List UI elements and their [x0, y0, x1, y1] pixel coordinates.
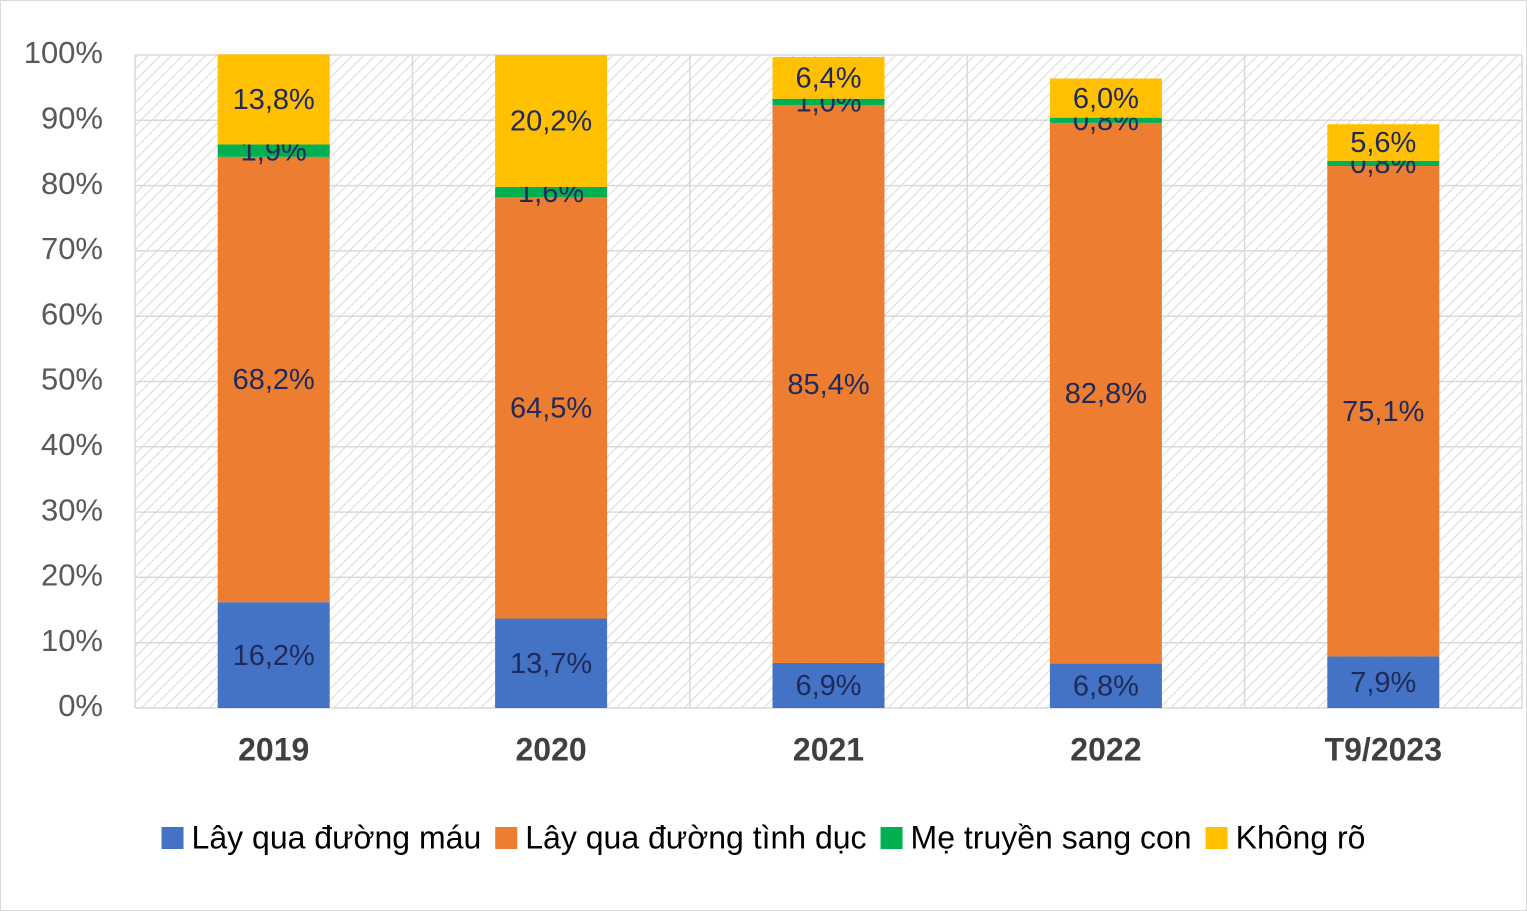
y-tick-label: 70%	[41, 231, 103, 266]
x-tick-label: 2021	[793, 731, 864, 767]
y-tick-label: 0%	[58, 688, 103, 723]
bar-segment	[772, 105, 885, 663]
bar-segment	[1327, 166, 1440, 657]
y-tick-label: 50%	[41, 362, 103, 397]
bar-segment	[1327, 656, 1440, 708]
y-tick-label: 10%	[41, 623, 103, 658]
data-label: 64,5%	[510, 393, 592, 425]
bar-segment	[217, 54, 330, 145]
y-tick-label: 30%	[41, 492, 103, 527]
data-label: 13,7%	[510, 648, 592, 680]
y-tick-label: 100%	[24, 35, 103, 70]
data-label: 16,2%	[233, 640, 315, 672]
legend-label: Mẹ truyền sang con	[911, 819, 1192, 855]
data-label: 82,8%	[1065, 378, 1147, 410]
legend-swatch	[1205, 827, 1228, 849]
x-tick-label: 2019	[238, 731, 309, 767]
bar-segment	[495, 55, 608, 187]
legend-swatch	[161, 827, 184, 849]
data-label: 13,8%	[233, 84, 315, 116]
legend-swatch	[880, 827, 903, 849]
bar-segment	[217, 144, 330, 157]
y-tick-label: 80%	[41, 166, 103, 201]
x-tick-label: 2020	[516, 731, 587, 767]
data-label: 85,4%	[787, 369, 869, 401]
x-tick-label: T9/2023	[1325, 731, 1442, 767]
y-tick-label: 60%	[41, 296, 103, 331]
legend-label: Lây qua đường tình dục	[525, 819, 866, 855]
bar-segment	[1327, 160, 1440, 167]
bar-segment	[1049, 78, 1162, 118]
y-tick-label: 20%	[41, 558, 103, 593]
data-label: 6,9%	[795, 670, 861, 702]
data-label: 75,1%	[1342, 396, 1424, 428]
bar-segment	[495, 197, 608, 619]
data-label: 68,2%	[233, 364, 315, 396]
bar-segment	[772, 56, 885, 99]
bar-segment	[772, 98, 885, 106]
data-label: 7,9%	[1350, 667, 1416, 699]
bar-segment	[495, 186, 608, 198]
bar-segment	[217, 602, 330, 708]
bar-segment	[495, 618, 608, 708]
bar-segment	[217, 156, 330, 603]
data-label: 6,8%	[1073, 670, 1139, 702]
bar-segment	[772, 662, 885, 708]
y-tick-label: 40%	[41, 427, 103, 462]
bar-segment	[1049, 122, 1162, 664]
legend-label: Không rõ	[1236, 819, 1366, 855]
data-label: 20,2%	[510, 106, 592, 138]
legend-label: Lây qua đường máu	[192, 819, 482, 855]
bar-segment	[1049, 663, 1162, 708]
y-tick-label: 90%	[41, 100, 103, 135]
legend-swatch	[495, 827, 518, 849]
x-tick-label: 2022	[1070, 731, 1141, 767]
data-label: 6,4%	[795, 63, 861, 95]
bar-segment	[1049, 117, 1162, 123]
bar-segment	[1327, 124, 1440, 161]
data-label: 5,6%	[1350, 127, 1416, 159]
data-label: 6,0%	[1073, 83, 1139, 115]
